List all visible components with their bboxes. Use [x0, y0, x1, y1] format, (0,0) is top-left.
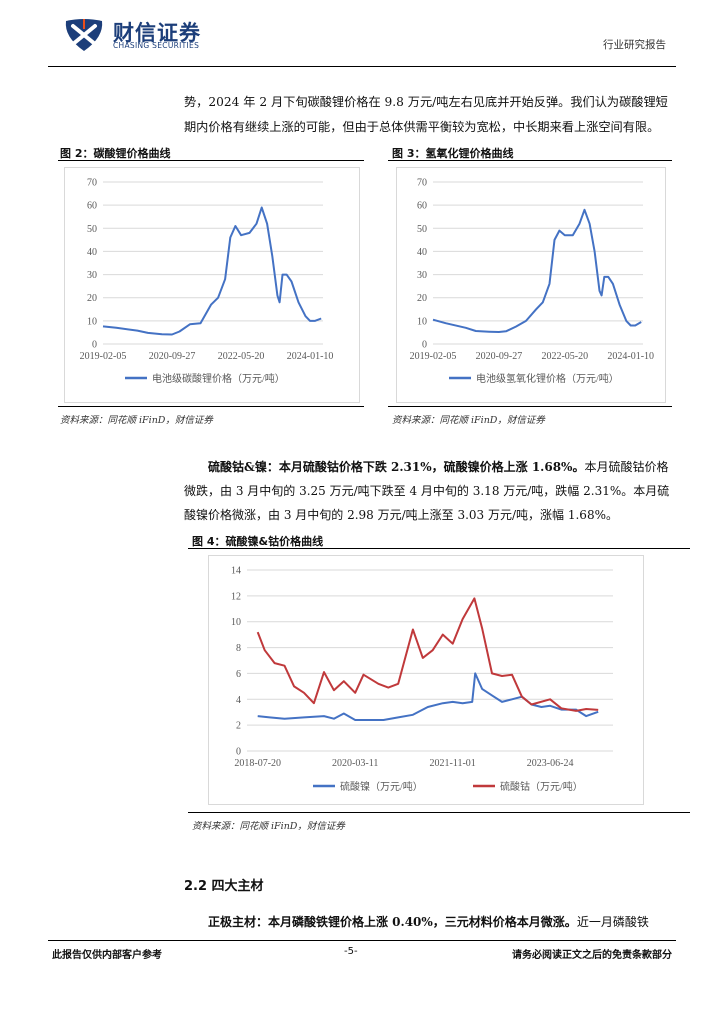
legend-label: 电池级氢氧化锂价格（万元/吨）	[476, 372, 619, 385]
y-tick-label: 0	[422, 340, 427, 351]
y-tick-label: 8	[236, 643, 241, 654]
y-tick-label: 0	[236, 747, 241, 758]
y-tick-label: 12	[231, 591, 241, 602]
y-tick-label: 0	[92, 340, 97, 351]
y-tick-label: 20	[417, 293, 427, 304]
x-tick-label: 2022-05-20	[541, 351, 588, 362]
figure-3-title: 图 3：氢氧化锂价格曲线	[392, 147, 514, 160]
x-tick-label: 2024-01-10	[607, 351, 654, 362]
x-tick-label: 2019-02-05	[410, 351, 457, 362]
x-tick-label: 2020-03-11	[332, 758, 378, 769]
y-tick-label: 60	[417, 201, 427, 212]
y-tick-label: 6	[236, 669, 241, 680]
x-tick-label: 2018-07-20	[234, 758, 281, 769]
footer-divider	[48, 940, 676, 941]
section-heading: 2.2 四大主材	[184, 879, 264, 894]
y-tick-label: 70	[87, 178, 97, 189]
figure-4-rule	[188, 548, 690, 549]
header-divider	[48, 66, 676, 67]
figure-4-title: 图 4：硫酸镍&钴价格曲线	[192, 535, 324, 548]
brand-name-cn: 财信证券	[113, 21, 201, 45]
series-line	[256, 597, 599, 712]
nickel-cobalt-sulfate-chart: 0 2 4 6 8 10 12 14 2018-07-20 2020-03-11 2021-11-0…	[231, 566, 613, 793]
y-tick-label: 20	[87, 293, 97, 304]
paragraph-lithium-carbonate: 势，2024 年 2 月下旬碳酸锂价格在 9.8 万元/吨左右见底并开始反弹。我…	[184, 90, 674, 140]
figure-3-source-rule	[388, 406, 672, 407]
report-category: 行业研究报告	[603, 39, 666, 51]
figure-2-source-rule	[58, 406, 364, 407]
paragraph-cathode: 正极主材：本月磷酸铁锂价格上涨 0.40%，三元材料价格本月微涨。近一月磷酸铁	[208, 913, 678, 930]
brand-name-en: CHASING SECURITIES	[113, 41, 200, 50]
y-tick-label: 30	[87, 270, 97, 281]
company-logo	[65, 19, 103, 51]
paragraph-lead: 正极主材：本月磷酸铁锂价格上涨 0.40%，三元材料价格本月微涨。	[208, 915, 577, 929]
x-tick-label: 2024-01-10	[287, 351, 334, 362]
y-tick-label: 2	[236, 721, 241, 732]
paragraph-line: 酸镍价格微涨，由 3 月中旬的 2.98 万元/吨上涨至 3.03 万元/吨，涨…	[184, 508, 618, 522]
x-tick-label: 2020-09-27	[476, 351, 523, 362]
y-tick-label: 4	[236, 695, 241, 706]
footer-disclaimer-right: 请务必阅读正文之后的免责条款部分	[512, 950, 672, 961]
y-tick-label: 10	[231, 617, 241, 628]
figure-3-source: 资料来源：同花顺 iFinD，财信证券	[392, 415, 545, 426]
series-line	[102, 206, 322, 336]
y-tick-label: 40	[417, 247, 427, 258]
lithium-carbonate-chart: 0 10 20 30 40 50 60 70 2019-02-05 2020-09-27 2022-…	[80, 178, 334, 386]
x-tick-label: 2023-06-24	[527, 758, 574, 769]
paragraph-lead: 硫酸钴&镍：本月硫酸钴价格下跌 2.31%，硫酸镍价格上涨 1.68%。	[208, 460, 585, 474]
y-tick-label: 14	[231, 566, 241, 577]
paragraph-line: 硫酸钴&镍：本月硫酸钴价格下跌 2.31%，硫酸镍价格上涨 1.68%。本月硫酸…	[208, 455, 674, 479]
paragraph-line: 势，2024 年 2 月下旬碳酸锂价格在 9.8 万元/吨左右见底并开始反弹。我…	[184, 95, 668, 109]
figure-4-source-rule	[188, 812, 690, 813]
paragraph-line: 微跌，由 3 月中旬的 3.25 万元/吨下跌至 4 月中旬的 3.18 万元/…	[184, 484, 670, 498]
y-tick-label: 40	[87, 247, 97, 258]
legend-label: 硫酸钴（万元/吨）	[500, 780, 583, 793]
y-tick-label: 10	[417, 316, 427, 327]
paragraph-cobalt-nickel: 硫酸钴&镍：本月硫酸钴价格下跌 2.31%，硫酸镍价格上涨 1.68%。本月硫酸…	[184, 455, 674, 527]
paragraph-text: 本月硫酸钴价格	[584, 460, 669, 474]
figure-4-source: 资料来源：同花顺 iFinD，财信证券	[192, 821, 345, 832]
figure-2-chart-frame: 0 10 20 30 40 50 60 70 2019-02-05 2020-09-27 2022-…	[64, 167, 360, 403]
y-tick-label: 50	[87, 224, 97, 235]
page-number: -5-	[344, 946, 358, 957]
x-tick-label: 2022-05-20	[218, 351, 265, 362]
series-line	[432, 208, 642, 333]
figure-3-chart-frame: 0 10 20 30 40 50 60 70 2019-02-05 2020-09-27 2022-…	[396, 167, 666, 403]
y-tick-label: 10	[87, 316, 97, 327]
x-tick-label: 2020-09-27	[149, 351, 196, 362]
lithium-hydroxide-chart: 0 10 20 30 40 50 60 70 2019-02-05 2020-09-27 2022-…	[410, 178, 654, 386]
figure-4-chart-frame: 0 2 4 6 8 10 12 14 2018-07-20 2020-03-11 2021-11-0…	[208, 555, 644, 805]
y-tick-label: 30	[417, 270, 427, 281]
legend-label: 硫酸镍（万元/吨）	[340, 780, 423, 793]
y-tick-label: 60	[87, 201, 97, 212]
y-tick-label: 70	[417, 178, 427, 189]
paragraph-line: 期内价格有继续上涨的可能，但由于总体供需平衡较为宽松，中长期来看上涨空间有限。	[184, 120, 660, 134]
figure-3-rule	[388, 160, 672, 161]
x-tick-label: 2019-02-05	[80, 351, 127, 362]
footer-disclaimer-left: 此报告仅供内部客户参考	[52, 950, 162, 961]
figure-2-source: 资料来源：同花顺 iFinD，财信证券	[60, 415, 213, 426]
x-tick-label: 2021-11-01	[430, 758, 476, 769]
y-tick-label: 50	[417, 224, 427, 235]
figure-2-rule	[58, 160, 364, 161]
series-line	[257, 672, 599, 721]
paragraph-text: 近一月磷酸铁	[576, 915, 649, 929]
legend-label: 电池级碳酸锂价格（万元/吨）	[152, 372, 285, 385]
figure-2-title: 图 2：碳酸锂价格曲线	[60, 147, 171, 160]
